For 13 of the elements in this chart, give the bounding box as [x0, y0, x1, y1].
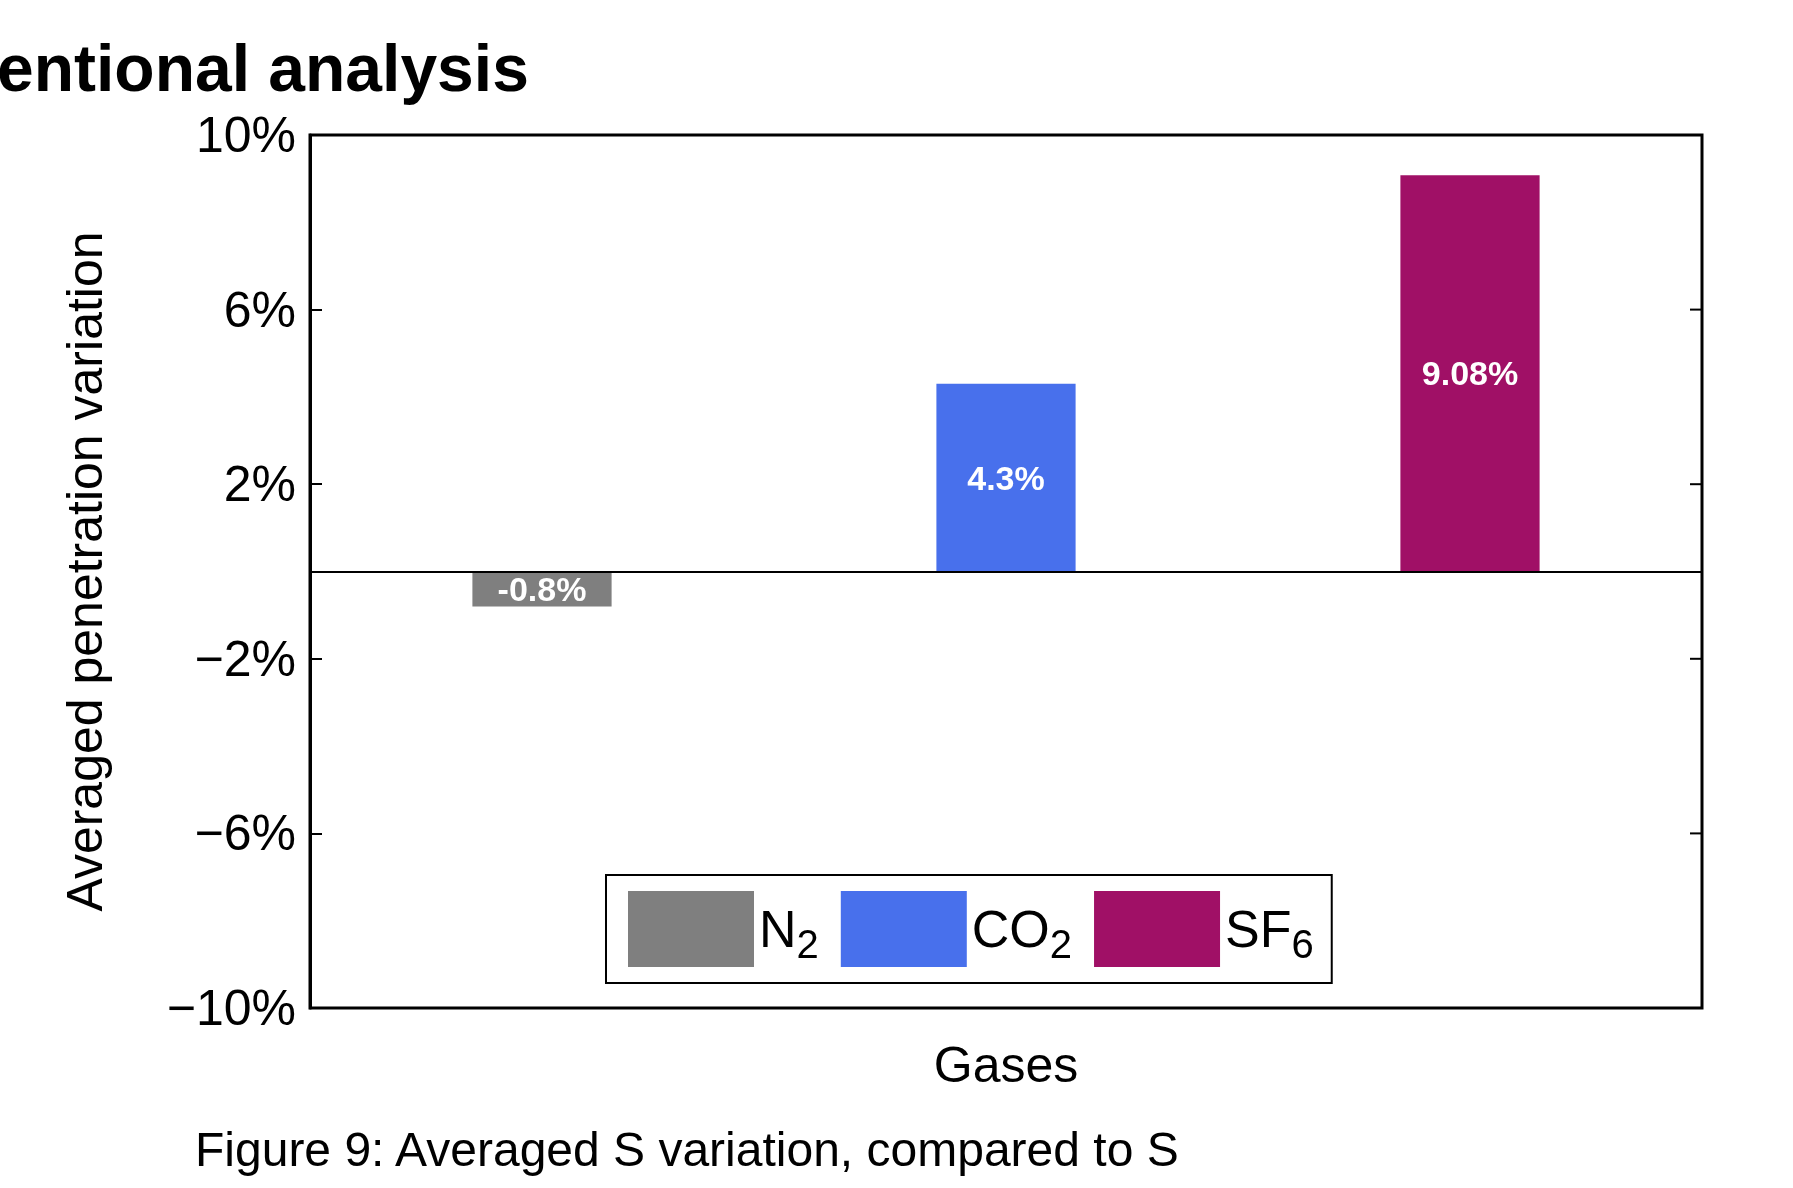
data-label: 9.08% [1421, 354, 1519, 393]
data-label: 4.3% [967, 458, 1045, 497]
y-tick-label: −10% [166, 980, 296, 1036]
chart-title: entional analysis [0, 31, 529, 105]
y-tick-label: 2% [223, 456, 296, 513]
y-tick-label: −6% [194, 805, 296, 862]
y-axis-title: Averaged penetration variation [57, 231, 113, 912]
y-tick-label: 10% [195, 107, 296, 163]
y-tick-label: 6% [223, 281, 296, 338]
data-label: -0.8% [497, 569, 587, 608]
y-tick-label: −2% [194, 630, 296, 687]
caption: Figure 9: Averaged S variation, compared to S [195, 1122, 1179, 1176]
x-axis-title: Gases [933, 1037, 1079, 1093]
